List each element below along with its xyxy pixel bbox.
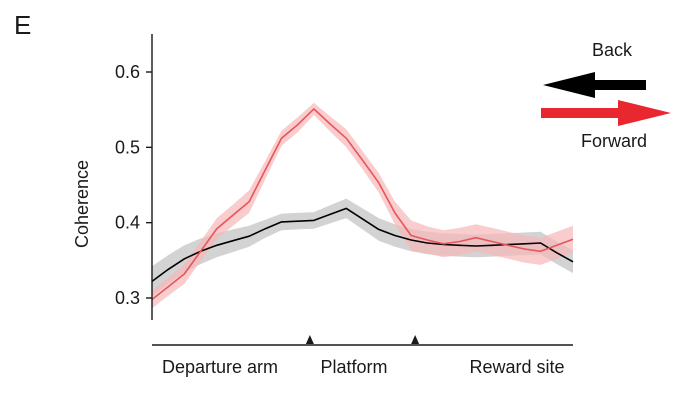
legend: Back Forward — [541, 40, 671, 151]
segment-marker — [411, 335, 420, 344]
y-tick-label: 0.5 — [115, 137, 140, 157]
y-tick-label: 0.3 — [115, 288, 140, 308]
segment-marker — [305, 335, 314, 344]
panel-label: E — [14, 10, 31, 40]
line-forward — [151, 108, 574, 301]
band-forward — [152, 102, 573, 309]
back-arrow-icon — [543, 72, 646, 98]
y-tick-label: 0.4 — [115, 213, 140, 233]
segment-label-platform: Platform — [320, 357, 387, 377]
y-axis: 0.3 0.4 0.5 0.6 — [115, 34, 153, 320]
x-axis: Departure arm Platform Reward site — [152, 335, 573, 377]
y-axis-title: Coherence — [72, 160, 92, 248]
y-tick-label: 0.6 — [115, 62, 140, 82]
legend-label-back: Back — [592, 40, 633, 60]
segment-label-departure-arm: Departure arm — [162, 357, 278, 377]
segment-label-reward-site: Reward site — [469, 357, 564, 377]
plot-area — [151, 102, 574, 309]
band-back — [152, 198, 573, 297]
legend-label-forward: Forward — [581, 131, 647, 151]
forward-arrow-icon — [541, 100, 671, 126]
